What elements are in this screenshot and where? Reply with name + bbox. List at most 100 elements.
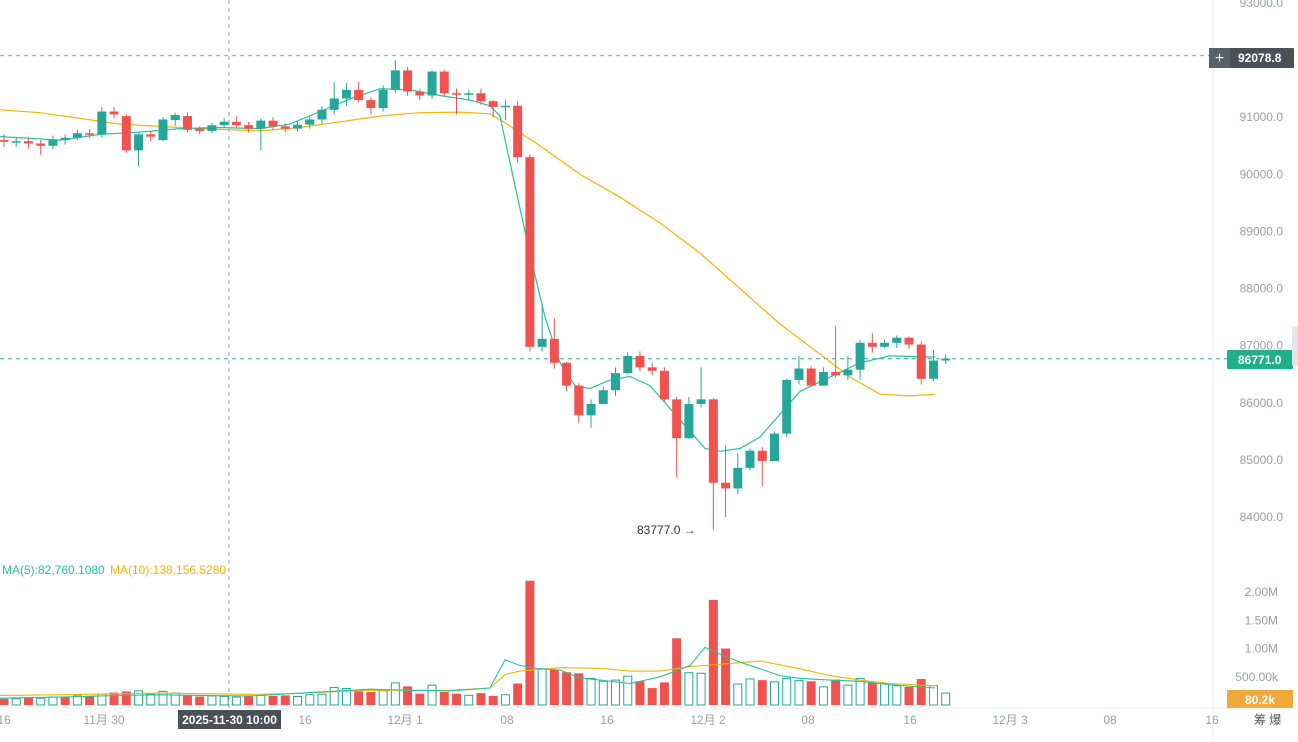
volume-bar bbox=[513, 683, 523, 705]
candle bbox=[525, 154, 535, 352]
candle bbox=[390, 60, 400, 94]
candle bbox=[818, 367, 828, 386]
volume-bar bbox=[782, 677, 792, 706]
candle bbox=[904, 336, 914, 350]
volume-bar bbox=[831, 679, 841, 705]
candle bbox=[268, 117, 278, 130]
candle bbox=[782, 378, 792, 438]
candle-body bbox=[48, 140, 58, 146]
volume-bar bbox=[904, 686, 914, 705]
candle bbox=[256, 118, 266, 151]
volume-bar bbox=[880, 682, 890, 706]
candle bbox=[0, 134, 9, 147]
last-volume-bg bbox=[1227, 690, 1293, 708]
volume-tick-label: 1.50M bbox=[1245, 613, 1278, 627]
candle bbox=[892, 335, 902, 348]
candle bbox=[280, 123, 290, 133]
volume-bar bbox=[219, 695, 229, 706]
candle-body bbox=[659, 370, 669, 400]
volume-bar bbox=[598, 680, 608, 706]
candle-body bbox=[647, 367, 657, 371]
candle bbox=[182, 112, 192, 133]
volume-bar bbox=[268, 695, 278, 705]
volume-bar bbox=[537, 668, 547, 706]
candle-body bbox=[158, 119, 168, 141]
candle bbox=[305, 116, 315, 129]
candle bbox=[317, 105, 327, 125]
volume-bar bbox=[794, 680, 804, 706]
crosshair bbox=[0, 0, 1213, 708]
volume-bar bbox=[341, 688, 351, 706]
volume-bar bbox=[378, 690, 388, 706]
candle bbox=[880, 339, 890, 348]
candle-body bbox=[452, 93, 462, 95]
volume-bar bbox=[941, 692, 951, 706]
candle bbox=[134, 133, 144, 167]
candle bbox=[329, 81, 339, 115]
candle-body bbox=[513, 105, 523, 158]
candle-body bbox=[403, 70, 413, 92]
volume-bar bbox=[635, 681, 645, 705]
candle bbox=[11, 137, 21, 147]
candle bbox=[916, 341, 926, 385]
candle-body bbox=[611, 373, 620, 391]
volume-bar bbox=[928, 685, 938, 706]
volume-bar bbox=[244, 695, 254, 705]
candle-body bbox=[121, 116, 131, 151]
crosshair-time-value: 2025-11-30 10:00 bbox=[182, 713, 277, 727]
candle-body bbox=[219, 121, 229, 126]
plus-icon[interactable]: + bbox=[1215, 50, 1224, 67]
crosshair-plus-box[interactable] bbox=[1209, 48, 1230, 68]
candle bbox=[794, 355, 804, 385]
volume-bars bbox=[0, 580, 951, 706]
axis-scroll-handle[interactable] bbox=[1292, 326, 1298, 366]
candle-body bbox=[293, 124, 303, 129]
candle bbox=[623, 352, 633, 375]
candle-body bbox=[769, 433, 779, 462]
candle-body bbox=[598, 390, 608, 404]
price-tick-label: 86000.0 bbox=[1240, 396, 1284, 410]
volume-bar bbox=[806, 681, 816, 705]
candle-body bbox=[476, 93, 486, 102]
candle bbox=[48, 135, 58, 150]
volume-bar bbox=[916, 679, 926, 705]
volume-bar bbox=[0, 698, 9, 705]
volume-bar bbox=[195, 696, 205, 705]
candle bbox=[672, 397, 682, 478]
volume-bar bbox=[562, 672, 572, 705]
time-tick-label: 12月 3 bbox=[992, 713, 1028, 727]
candle-body bbox=[843, 369, 853, 376]
candle-body bbox=[317, 109, 327, 120]
candle-body bbox=[390, 70, 400, 90]
price-tick-label: 93000.0 bbox=[1240, 0, 1284, 10]
candle bbox=[745, 448, 755, 471]
volume-bar bbox=[745, 678, 755, 706]
time-tick-label: 08 bbox=[801, 713, 815, 727]
candle bbox=[855, 339, 865, 380]
candle bbox=[769, 431, 779, 462]
crosshair-badge-bg bbox=[1209, 48, 1294, 68]
candle bbox=[158, 117, 168, 142]
candle bbox=[708, 398, 718, 530]
volume-bar bbox=[867, 682, 877, 705]
crosshair-price-badge[interactable]: + 92078.8 bbox=[1209, 48, 1294, 68]
candle bbox=[366, 97, 376, 115]
candle-body bbox=[672, 399, 682, 439]
candle bbox=[647, 362, 657, 376]
candle bbox=[574, 383, 584, 424]
volume-bar bbox=[158, 690, 168, 706]
candle-body bbox=[782, 379, 792, 434]
candle bbox=[354, 81, 364, 103]
volume-bar bbox=[476, 693, 486, 705]
candle-body bbox=[525, 157, 535, 347]
candle-body bbox=[60, 137, 70, 141]
corner-label[interactable]: 筹 爆 bbox=[1254, 713, 1281, 727]
candle bbox=[488, 100, 498, 118]
volume-axis-ticks: 2.00M 1.50M 1.00M 500.00k bbox=[1235, 585, 1279, 684]
candle bbox=[207, 122, 217, 134]
candle-body bbox=[831, 371, 841, 376]
candle-body bbox=[354, 89, 364, 101]
volume-bar bbox=[293, 695, 303, 706]
candle-body bbox=[427, 71, 437, 96]
